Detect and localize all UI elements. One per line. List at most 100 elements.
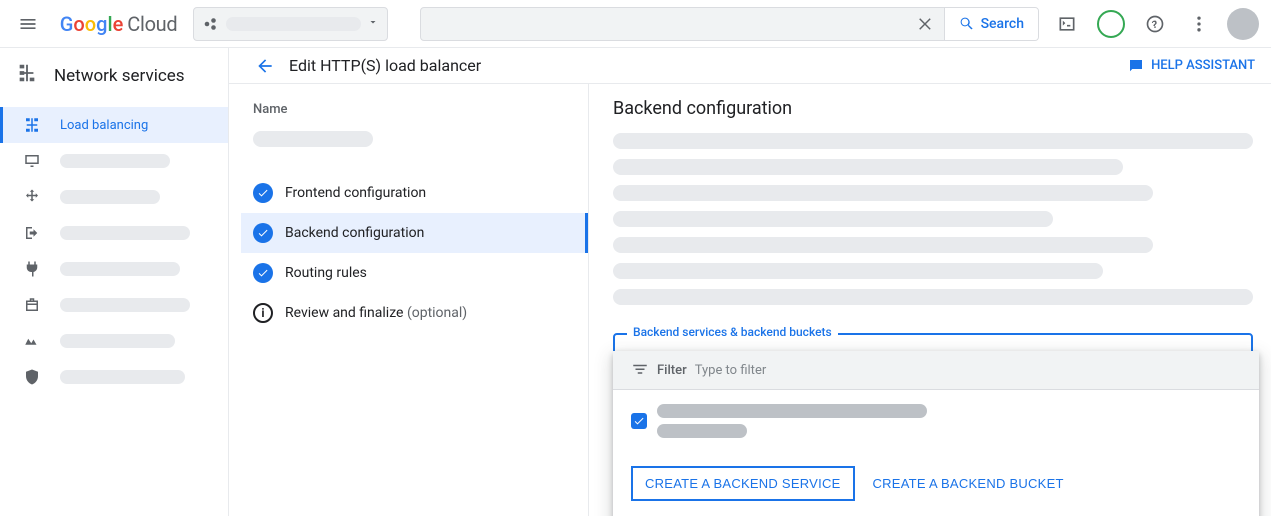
sidebar-item-redacted[interactable]	[0, 251, 228, 287]
chat-icon	[1127, 57, 1145, 75]
sidebar-item-redacted[interactable]	[0, 179, 228, 215]
sidebar-item-redacted[interactable]	[0, 323, 228, 359]
popup-filter-hint: Type to filter	[695, 363, 767, 378]
cloud-shell-button[interactable]	[1047, 4, 1087, 44]
network-services-icon	[16, 62, 38, 89]
help-button[interactable]	[1135, 4, 1175, 44]
popup-filter-label: Filter	[657, 363, 687, 378]
step-routing-rules[interactable]: Routing rules	[241, 253, 588, 293]
sidebar-item-label-redacted	[60, 262, 180, 276]
step-list: Frontend configuration Backend configura…	[253, 173, 576, 333]
kebab-icon	[1189, 14, 1209, 34]
status-circle-icon	[1097, 10, 1125, 38]
sidebar-item-label: Load balancing	[60, 118, 148, 133]
help-assistant-button[interactable]: HELP ASSISTANT	[1127, 57, 1255, 75]
step-frontend-configuration[interactable]: Frontend configuration	[241, 173, 588, 213]
text-redacted	[613, 289, 1253, 305]
right-panel-title: Backend configuration	[613, 98, 1271, 119]
sidebar-nav: Load balancing	[0, 103, 228, 395]
check-icon	[253, 183, 273, 203]
header-right	[1047, 4, 1263, 44]
popup-option-label-redacted	[657, 404, 927, 438]
help-icon	[1145, 14, 1165, 34]
step-review-finalize[interactable]: i Review and finalize (optional)	[241, 293, 588, 333]
project-icon	[202, 15, 220, 33]
sidebar-title-label: Network services	[54, 66, 185, 86]
popup-option-row[interactable]	[631, 404, 1241, 438]
load-balancing-icon	[22, 116, 42, 134]
sidebar-item-label-redacted	[60, 334, 175, 348]
plug-icon	[22, 260, 42, 278]
menu-button[interactable]	[8, 4, 48, 44]
arrow-left-icon	[255, 56, 275, 76]
hamburger-icon	[18, 14, 38, 34]
step-label: Backend configuration	[285, 225, 424, 241]
text-redacted	[613, 237, 1153, 253]
shield-icon	[22, 368, 42, 386]
create-backend-service-button[interactable]: CREATE A BACKEND SERVICE	[631, 466, 855, 501]
popup-body	[613, 390, 1259, 452]
top-header: Google Cloud Search	[0, 0, 1271, 48]
page-header: Edit HTTP(S) load balancer HELP ASSISTAN…	[229, 48, 1271, 84]
text-redacted	[613, 159, 1123, 175]
monitor-icon	[22, 152, 42, 170]
sidebar-item-label-redacted	[60, 226, 190, 240]
exit-icon	[22, 224, 42, 242]
popup-create-actions: CREATE A BACKEND SERVICE CREATE A BACKEN…	[613, 452, 1259, 515]
popup-filter-row[interactable]: Filter Type to filter	[613, 351, 1259, 390]
text-redacted	[613, 211, 1053, 227]
back-button[interactable]	[245, 46, 285, 86]
columns: Name Frontend configuration Backend conf…	[229, 84, 1271, 516]
sidebar-item-redacted[interactable]	[0, 287, 228, 323]
step-label: Frontend configuration	[285, 185, 426, 201]
search-input[interactable]	[421, 8, 907, 40]
sidebar-item-redacted[interactable]	[0, 215, 228, 251]
search-clear-button[interactable]	[908, 8, 944, 40]
sidebar-item-load-balancing[interactable]: Load balancing	[0, 107, 228, 143]
left-panel: Name Frontend configuration Backend conf…	[229, 84, 589, 516]
name-value-redacted	[253, 131, 373, 147]
step-label: Routing rules	[285, 265, 367, 281]
step-label: Review and finalize	[285, 305, 403, 321]
right-panel: Backend configuration Backend services &…	[589, 84, 1271, 516]
sidebar: Network services Load balancing	[0, 48, 229, 516]
caret-down-icon	[367, 16, 379, 32]
help-assistant-label: HELP ASSISTANT	[1151, 58, 1255, 73]
sidebar-item-label-redacted	[60, 154, 170, 168]
terminal-icon	[1057, 14, 1077, 34]
project-selector[interactable]	[193, 7, 388, 41]
search-icon	[959, 16, 975, 32]
step-optional-label: (optional)	[407, 305, 467, 321]
check-icon	[253, 223, 273, 243]
sidebar-title[interactable]: Network services	[0, 48, 228, 103]
sidebar-item-redacted[interactable]	[0, 143, 228, 179]
move-icon	[22, 188, 42, 206]
search-button[interactable]: Search	[944, 8, 1038, 40]
avatar-icon	[1227, 8, 1259, 40]
account-button[interactable]	[1223, 4, 1263, 44]
backend-services-field: Backend services & backend buckets Filte…	[613, 333, 1253, 371]
backend-services-field-label: Backend services & backend buckets	[627, 325, 838, 339]
sidebar-item-label-redacted	[60, 190, 160, 204]
project-name-redacted	[226, 17, 361, 31]
search-container: Search	[420, 7, 1039, 41]
metrics-icon	[22, 332, 42, 350]
text-redacted	[613, 133, 1253, 149]
sidebar-item-redacted[interactable]	[0, 359, 228, 395]
status-indicator[interactable]	[1091, 4, 1131, 44]
more-button[interactable]	[1179, 4, 1219, 44]
checkbox-checked-icon[interactable]	[631, 413, 647, 429]
main: Edit HTTP(S) load balancer HELP ASSISTAN…	[229, 48, 1271, 516]
logo-suffix: Cloud	[127, 12, 177, 36]
info-icon: i	[253, 303, 273, 323]
text-redacted	[613, 185, 1153, 201]
briefcase-icon	[22, 296, 42, 314]
sidebar-item-label-redacted	[60, 298, 190, 312]
step-backend-configuration[interactable]: Backend configuration	[241, 213, 588, 253]
sidebar-item-label-redacted	[60, 370, 185, 384]
create-backend-bucket-button[interactable]: CREATE A BACKEND BUCKET	[873, 476, 1064, 491]
close-icon	[917, 15, 935, 33]
check-icon	[253, 263, 273, 283]
logo[interactable]: Google Cloud	[60, 12, 178, 36]
page-title: Edit HTTP(S) load balancer	[289, 56, 481, 75]
